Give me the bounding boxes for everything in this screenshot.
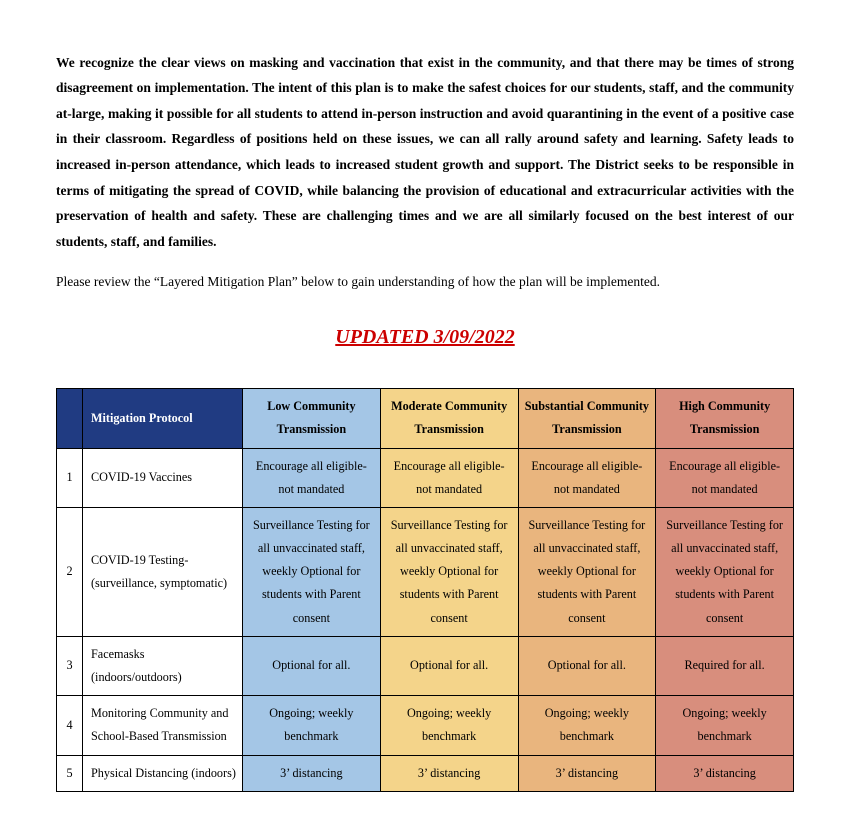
row-low: Optional for all. [243, 636, 381, 695]
row-low: Ongoing; weekly benchmark [243, 696, 381, 755]
updated-heading: UPDATED 3/09/2022 [56, 318, 794, 356]
row-high: Ongoing; weekly benchmark [656, 696, 794, 755]
hdr-low: Low Community Transmission [243, 389, 381, 448]
row-number: 1 [57, 448, 83, 507]
intro-paragraph: We recognize the clear views on masking … [56, 50, 794, 255]
row-high: Required for all. [656, 636, 794, 695]
hdr-substantial: Substantial Community Transmission [518, 389, 656, 448]
row-substantial: 3’ distancing [518, 755, 656, 791]
row-low: Surveillance Testing for all unvaccinate… [243, 507, 381, 636]
row-number: 3 [57, 636, 83, 695]
hdr-moderate: Moderate Community Transmission [380, 389, 518, 448]
row-low: 3’ distancing [243, 755, 381, 791]
row-high: Surveillance Testing for all unvaccinate… [656, 507, 794, 636]
row-protocol: COVID-19 Vaccines [83, 448, 243, 507]
row-high: Encourage all eligible-not mandated [656, 448, 794, 507]
row-high: 3’ distancing [656, 755, 794, 791]
row-low: Encourage all eligible-not mandated [243, 448, 381, 507]
table-row: 1COVID-19 VaccinesEncourage all eligible… [57, 448, 794, 507]
table-row: 2COVID-19 Testing- (surveillance, sympto… [57, 507, 794, 636]
row-number: 5 [57, 755, 83, 791]
hdr-high: High Community Transmission [656, 389, 794, 448]
row-moderate: Surveillance Testing for all unvaccinate… [380, 507, 518, 636]
row-substantial: Encourage all eligible-not mandated [518, 448, 656, 507]
table-row: 3Facemasks (indoors/outdoors)Optional fo… [57, 636, 794, 695]
mitigation-table: Mitigation Protocol Low Community Transm… [56, 388, 794, 791]
table-header-row: Mitigation Protocol Low Community Transm… [57, 389, 794, 448]
row-substantial: Optional for all. [518, 636, 656, 695]
row-moderate: Ongoing; weekly benchmark [380, 696, 518, 755]
row-moderate: Optional for all. [380, 636, 518, 695]
row-protocol: Physical Distancing (indoors) [83, 755, 243, 791]
row-protocol: Monitoring Community and School-Based Tr… [83, 696, 243, 755]
review-paragraph: Please review the “Layered Mitigation Pl… [56, 269, 794, 295]
row-number: 2 [57, 507, 83, 636]
row-number: 4 [57, 696, 83, 755]
row-protocol: COVID-19 Testing- (surveillance, symptom… [83, 507, 243, 636]
row-protocol: Facemasks (indoors/outdoors) [83, 636, 243, 695]
row-moderate: Encourage all eligible-not mandated [380, 448, 518, 507]
table-row: 4Monitoring Community and School-Based T… [57, 696, 794, 755]
hdr-protocol: Mitigation Protocol [83, 389, 243, 448]
row-moderate: 3’ distancing [380, 755, 518, 791]
row-substantial: Ongoing; weekly benchmark [518, 696, 656, 755]
hdr-blank [57, 389, 83, 448]
row-substantial: Surveillance Testing for all unvaccinate… [518, 507, 656, 636]
table-row: 5Physical Distancing (indoors)3’ distanc… [57, 755, 794, 791]
